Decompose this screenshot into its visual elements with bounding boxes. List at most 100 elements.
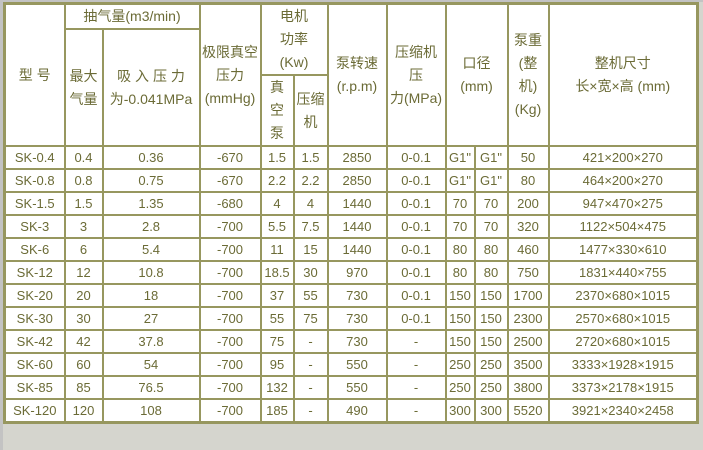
table-cell: 55 xyxy=(259,306,295,331)
table-cell: 70 xyxy=(444,191,476,216)
table-cell: 730 xyxy=(326,283,388,308)
table-cell: 30 xyxy=(63,306,104,331)
table-cell: - xyxy=(292,329,329,354)
table-cell: 0-0.1 xyxy=(385,145,447,170)
table-cell: 18 xyxy=(101,283,201,308)
table-cell: 2720×680×1015 xyxy=(547,329,699,354)
table-cell: 5520 xyxy=(506,398,550,424)
table-cell: 3 xyxy=(63,214,104,239)
table-cell: - xyxy=(292,375,329,400)
pump-spec-table: 型 号 抽气量(m3/min) 极限真空 压力 (mmHg) 电机 功率 (Kw… xyxy=(3,2,700,424)
table-cell: 5.4 xyxy=(101,237,201,262)
table-cell: 7.5 xyxy=(292,214,329,239)
table-cell: 2500 xyxy=(506,329,550,354)
table-cell: 0.4 xyxy=(63,145,104,170)
table-cell: 460 xyxy=(506,237,550,262)
table-cell: 80 xyxy=(444,260,476,285)
table-cell: -700 xyxy=(198,398,262,424)
table-cell: 300 xyxy=(444,398,476,424)
table-cell: 2850 xyxy=(326,145,388,170)
table-cell: 200 xyxy=(506,191,550,216)
header-motor-compressor: 压缩 机 xyxy=(292,74,329,147)
table-cell: -700 xyxy=(198,260,262,285)
table-row: SK-30 30 27 -700 55 75 730 0-0.1 150 150 2300 2570×… xyxy=(3,306,699,331)
table-cell: -700 xyxy=(198,306,262,331)
table-cell: 10.8 xyxy=(101,260,201,285)
table-cell: 250 xyxy=(473,352,509,377)
header-pumping-suction: 吸 入 压 力 为-0.041MPa xyxy=(101,28,201,147)
model-cell: SK-1.5 xyxy=(3,191,66,216)
table-cell: 3333×1928×1915 xyxy=(547,352,699,377)
table-cell: 75 xyxy=(259,329,295,354)
table-cell: 37 xyxy=(259,283,295,308)
header-pump-speed: 泵转速 (r.p.m) xyxy=(326,2,388,147)
table-cell: 70 xyxy=(444,214,476,239)
table-cell: 490 xyxy=(326,398,388,424)
table-cell: 70 xyxy=(473,191,509,216)
table-cell: 95 xyxy=(259,352,295,377)
table-cell: 150 xyxy=(444,329,476,354)
table-cell: 1.5 xyxy=(292,145,329,170)
table-cell: 30 xyxy=(292,260,329,285)
table-cell: 42 xyxy=(63,329,104,354)
table-cell: 464×200×270 xyxy=(547,168,699,193)
table-row: SK-12 12 10.8 -700 18.5 30 970 0-0.1 80 80 750 1831… xyxy=(3,260,699,285)
header-pumping-group: 抽气量(m3/min) xyxy=(63,2,201,30)
table-cell: - xyxy=(385,352,447,377)
table-cell: 1831×440×755 xyxy=(547,260,699,285)
table-cell: 50 xyxy=(506,145,550,170)
header-pump-weight: 泵重 (整机) (Kg) xyxy=(506,2,550,147)
header-model: 型 号 xyxy=(3,2,66,147)
table-cell: 55 xyxy=(292,283,329,308)
table-cell: 2370×680×1015 xyxy=(547,283,699,308)
model-cell: SK-0.8 xyxy=(3,168,66,193)
table-cell: -700 xyxy=(198,352,262,377)
table-cell: 1.35 xyxy=(101,191,201,216)
table-cell: 37.8 xyxy=(101,329,201,354)
table-cell: 250 xyxy=(444,352,476,377)
table-row: SK-0.4 0.4 0.36 -670 1.5 1.5 2850 0-0.1 G1" G1" 50… xyxy=(3,145,699,170)
table-row: SK-6 6 5.4 -700 11 15 1440 0-0.1 80 80 460 1477×330… xyxy=(3,237,699,262)
table-cell: -700 xyxy=(198,237,262,262)
table-cell: - xyxy=(292,398,329,424)
table-cell: -700 xyxy=(198,329,262,354)
model-cell: SK-30 xyxy=(3,306,66,331)
table-cell: 60 xyxy=(63,352,104,377)
table-cell: 2300 xyxy=(506,306,550,331)
table-cell: 3921×2340×2458 xyxy=(547,398,699,424)
model-cell: SK-42 xyxy=(3,329,66,354)
table-cell: 5.5 xyxy=(259,214,295,239)
table-cell: 185 xyxy=(259,398,295,424)
table-cell: 250 xyxy=(444,375,476,400)
table-cell: 150 xyxy=(444,283,476,308)
header-ultimate-vacuum: 极限真空 压力 (mmHg) xyxy=(198,2,262,147)
table-cell: 300 xyxy=(473,398,509,424)
table-cell: 80 xyxy=(473,237,509,262)
table-header: 型 号 抽气量(m3/min) 极限真空 压力 (mmHg) 电机 功率 (Kw… xyxy=(3,2,699,147)
table-cell: -700 xyxy=(198,375,262,400)
table-row: SK-85 85 76.5 -700 132-550-250 250 3800 3373×21… xyxy=(3,375,699,400)
model-cell: SK-0.4 xyxy=(3,145,66,170)
table-cell: 0-0.1 xyxy=(385,168,447,193)
table-cell: 80 xyxy=(506,168,550,193)
table-cell: 150 xyxy=(473,329,509,354)
table-cell: - xyxy=(385,375,447,400)
table-cell: 1440 xyxy=(326,191,388,216)
table-cell: 730 xyxy=(326,306,388,331)
table-cell: 250 xyxy=(473,375,509,400)
table-cell: 0-0.1 xyxy=(385,306,447,331)
table-cell: 0-0.1 xyxy=(385,237,447,262)
table-cell: G1" xyxy=(444,168,476,193)
table-cell: 80 xyxy=(444,237,476,262)
table-row: SK-60 60 54 -700 95-550-250 250 3500 3333×1928×… xyxy=(3,352,699,377)
table-cell: -700 xyxy=(198,283,262,308)
table-cell: 80 xyxy=(473,260,509,285)
table-cell: 0.75 xyxy=(101,168,201,193)
table-cell: 2850 xyxy=(326,168,388,193)
table-cell: 3800 xyxy=(506,375,550,400)
header-row-2: 最大 气量 吸 入 压 力 为-0.041MPa xyxy=(5,28,698,147)
table-cell: 0-0.1 xyxy=(385,191,447,216)
table-cell: 85 xyxy=(63,375,104,400)
table-cell: 75 xyxy=(292,306,329,331)
table-row: SK-0.8 0.8 0.75 -670 2.2 2.2 2850 0-0.1 G1" G1" 80… xyxy=(3,168,699,193)
